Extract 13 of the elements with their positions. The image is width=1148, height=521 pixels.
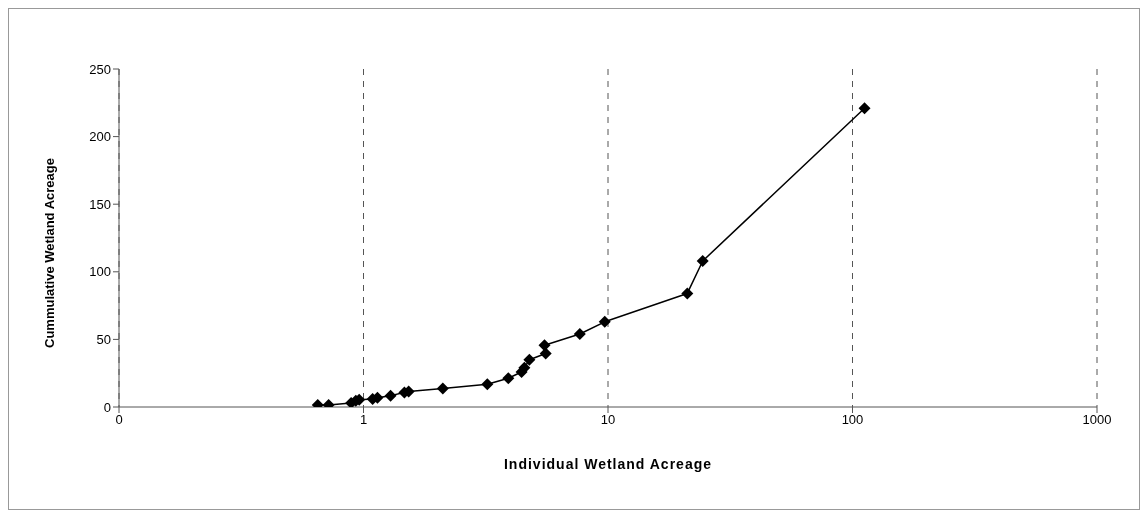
x-tick-label: 100 <box>841 412 864 428</box>
y-tick-label: 200 <box>89 129 111 145</box>
y-axis-title: Cummulative Wetland Acreage <box>41 158 57 348</box>
x-tick-label: 10 <box>600 412 616 428</box>
y-tick-label: 50 <box>96 332 111 348</box>
x-tick-label: 1000 <box>1082 412 1112 428</box>
y-tick-label: 150 <box>89 196 111 212</box>
x-axis-title: Individual Wetland Acreage <box>503 456 713 472</box>
y-tick-label: 100 <box>89 264 111 280</box>
x-tick-label: 1 <box>359 412 368 428</box>
y-tick-label: 0 <box>103 399 111 415</box>
x-tick-label: 0 <box>115 412 123 428</box>
y-tick-label: 250 <box>89 61 111 77</box>
